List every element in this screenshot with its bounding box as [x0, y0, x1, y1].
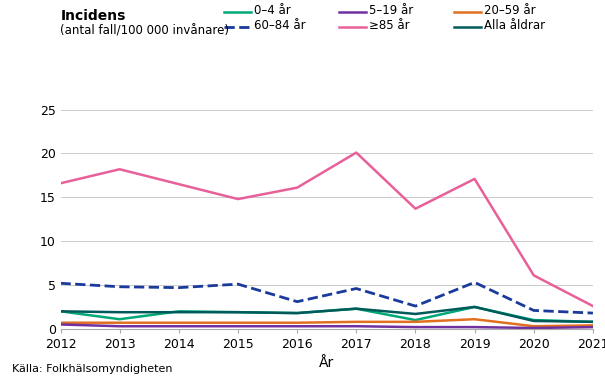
X-axis label: År: År [319, 356, 335, 370]
Text: 20–59 år: 20–59 år [484, 4, 535, 17]
Text: 0–4 år: 0–4 år [254, 4, 291, 17]
Text: Källa: Folkhälsomyndigheten: Källa: Folkhälsomyndigheten [12, 364, 172, 374]
Text: ≥85 år: ≥85 år [369, 19, 410, 32]
Text: 60–84 år: 60–84 år [254, 19, 306, 32]
Text: Alla åldrar: Alla åldrar [484, 19, 545, 32]
Text: (antal fall/100 000 invånare): (antal fall/100 000 invånare) [60, 25, 229, 37]
Text: Incidens: Incidens [60, 9, 126, 23]
Text: 5–19 år: 5–19 år [369, 4, 413, 17]
